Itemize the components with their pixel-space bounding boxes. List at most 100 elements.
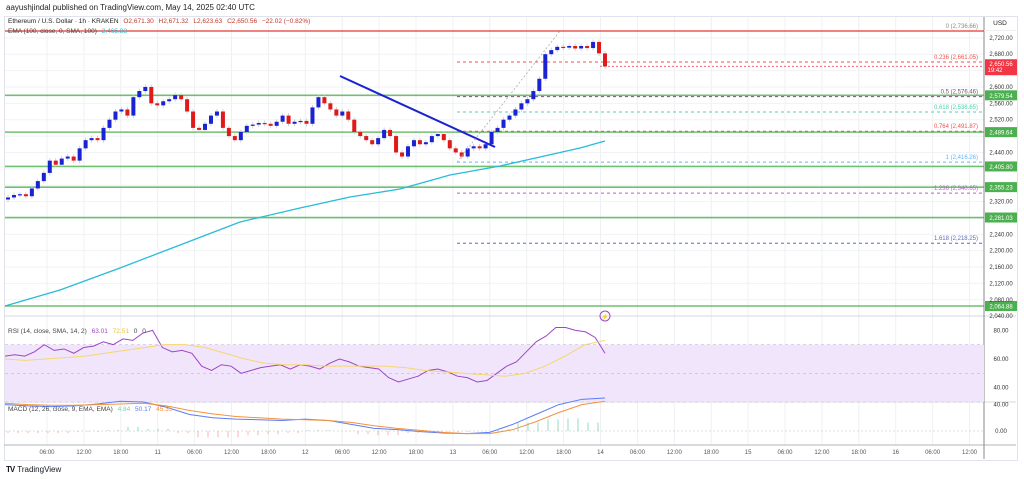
tv-logo-icon: TV <box>6 465 15 474</box>
candle <box>191 111 196 128</box>
candle <box>238 131 243 141</box>
candle <box>519 103 524 110</box>
svg-text:18:00: 18:00 <box>261 450 277 456</box>
rsi-extra-2: 0 <box>142 328 146 335</box>
macd-legend[interactable]: MACD (12, 26, close, 9, EMA, EMA) 4.84 5… <box>8 406 172 413</box>
tv-brand: TradingView <box>17 465 62 474</box>
candle <box>143 86 148 92</box>
candle <box>549 50 554 55</box>
svg-text:2,720.00: 2,720.00 <box>989 36 1013 42</box>
svg-text:2,520.00: 2,520.00 <box>989 118 1013 124</box>
candle <box>197 127 202 130</box>
candle <box>477 146 482 149</box>
candle <box>256 122 261 125</box>
macd-hist-value: 4.84 <box>117 406 131 413</box>
svg-text:2,489.64: 2,489.64 <box>989 131 1013 137</box>
candle <box>459 152 464 157</box>
candle <box>83 140 88 149</box>
svg-text:06:00: 06:00 <box>630 450 646 456</box>
currency-button[interactable]: USD <box>984 18 1016 31</box>
rsi-ma-value: 72.51 <box>112 328 129 335</box>
svg-text:2,355.23: 2,355.23 <box>989 186 1013 192</box>
candle <box>65 156 70 159</box>
candle <box>543 54 548 79</box>
ohlc-close: C2,650.56 <box>227 18 258 25</box>
candle <box>262 122 267 125</box>
svg-text:2,200.00: 2,200.00 <box>989 249 1013 255</box>
ema-value: 2,465.83 <box>101 28 127 35</box>
candle <box>352 119 357 132</box>
candle <box>89 138 94 141</box>
candle <box>179 95 184 100</box>
ema-legend[interactable]: EMA (100, close, 0, SMA, 100) 2,465.83 <box>8 28 127 35</box>
ohlc-open: O2,671.30 <box>123 18 154 25</box>
candle <box>573 46 578 49</box>
candle <box>417 140 422 145</box>
candle <box>441 134 446 141</box>
symbol-legend[interactable]: Ethereum / U.S. Dollar · 1h · KRAKEN O2,… <box>8 18 310 25</box>
signal-line <box>4 400 606 435</box>
candle <box>298 120 303 123</box>
candle <box>328 103 333 110</box>
svg-text:0 (2,736.66): 0 (2,736.66) <box>946 24 978 30</box>
candle <box>208 115 213 124</box>
rsi-label: RSI (14, close, SMA, 14, 2) <box>8 328 87 335</box>
candle <box>214 111 219 116</box>
candle <box>340 111 345 116</box>
svg-text:0.236 (2,661.05): 0.236 (2,661.05) <box>934 55 978 61</box>
candle <box>53 160 58 165</box>
candle <box>334 109 339 116</box>
chart-frame <box>4 16 1018 461</box>
svg-text:2,579.54: 2,579.54 <box>989 94 1013 100</box>
candle <box>597 41 602 54</box>
macd-signal-value: 45.35 <box>156 406 173 413</box>
candle <box>525 99 530 104</box>
svg-text:18:00: 18:00 <box>851 450 867 456</box>
svg-text:1.618 (2,218.25): 1.618 (2,218.25) <box>934 236 978 242</box>
candle <box>17 194 22 196</box>
candle <box>29 188 34 197</box>
candle <box>107 119 112 128</box>
svg-text:2,240.00: 2,240.00 <box>989 232 1013 238</box>
candle <box>59 158 64 165</box>
candle <box>119 109 124 112</box>
svg-text:80.00: 80.00 <box>993 328 1009 334</box>
candle <box>405 146 410 157</box>
svg-text:2,440.00: 2,440.00 <box>989 150 1013 156</box>
candle <box>95 138 100 141</box>
candle <box>465 148 470 157</box>
candle <box>453 148 458 153</box>
candle <box>71 156 76 161</box>
svg-text:06:00: 06:00 <box>777 450 793 456</box>
svg-text:2,680.00: 2,680.00 <box>989 52 1013 58</box>
svg-text:12:00: 12:00 <box>667 450 683 456</box>
candle <box>364 136 369 141</box>
svg-text:11: 11 <box>155 450 162 456</box>
svg-text:06:00: 06:00 <box>482 450 498 456</box>
candle <box>483 144 488 149</box>
symbol-name: Ethereum / U.S. Dollar · 1h · KRAKEN <box>8 18 119 25</box>
candle <box>286 115 291 124</box>
candle <box>447 140 452 149</box>
rsi-legend[interactable]: RSI (14, close, SMA, 14, 2) 63.01 72.51 … <box>8 328 146 335</box>
candle <box>501 119 506 128</box>
rsi-line <box>4 326 606 383</box>
svg-text:14: 14 <box>597 450 604 456</box>
candle <box>250 124 255 126</box>
svg-text:2,160.00: 2,160.00 <box>989 265 1013 271</box>
svg-text:12: 12 <box>302 450 309 456</box>
svg-text:0.00: 0.00 <box>995 429 1007 435</box>
candle <box>113 111 118 120</box>
svg-text:⚡: ⚡ <box>601 313 608 321</box>
candle <box>203 123 208 130</box>
candle <box>513 109 518 116</box>
svg-text:19:42: 19:42 <box>987 68 1003 74</box>
candle <box>394 136 399 153</box>
svg-text:2,560.00: 2,560.00 <box>989 101 1013 107</box>
candle <box>585 46 590 49</box>
svg-text:2,080.00: 2,080.00 <box>989 298 1013 304</box>
svg-text:2,281.03: 2,281.03 <box>989 216 1013 222</box>
trend-line <box>339 75 496 148</box>
candle <box>131 97 136 116</box>
